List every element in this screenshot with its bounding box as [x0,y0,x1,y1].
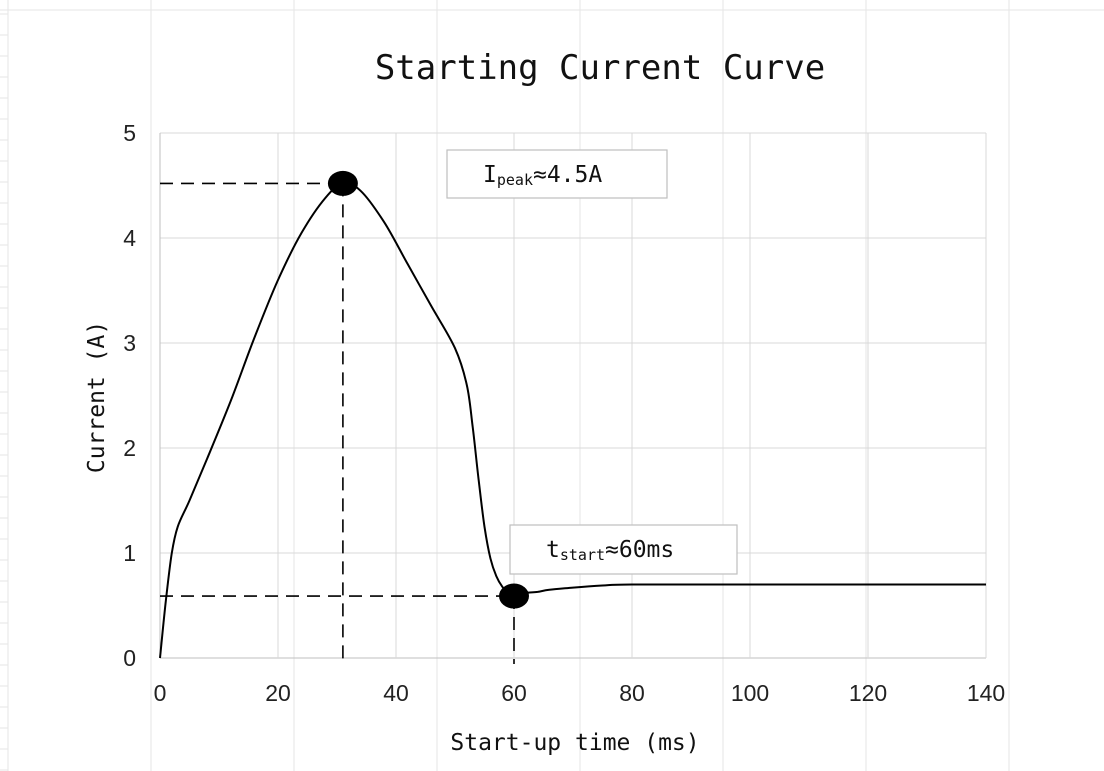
y-tick-label: 2 [123,435,136,461]
y-tick-label: 3 [123,330,136,356]
x-tick-label: 20 [265,680,291,706]
x-axis-title: Start-up time (ms) [450,730,699,756]
markers [327,170,529,609]
x-tick-label: 100 [731,680,769,706]
x-tick-label: 140 [967,680,1005,706]
annotation-box [446,149,668,199]
marker-point [327,170,358,196]
annotation-box [509,524,738,575]
annotations: Ipeak≈4.5A tstart≈60ms [446,149,738,575]
x-tick-label: 40 [383,680,409,706]
reference-lines [160,182,515,664]
y-tick-label: 1 [123,540,136,566]
y-tick-label: 5 [123,120,136,146]
tick-labels: 0 1 2 3 4 5 0 20 40 60 80 100 120 140 [123,120,1005,706]
x-tick-label: 0 [154,680,167,706]
y-tick-label: 4 [123,225,136,251]
grid [159,132,987,659]
x-tick-label: 80 [619,680,645,706]
series-line [159,182,986,659]
chart-title: Starting Current Curve [375,48,825,88]
y-tick-label: 0 [123,645,136,671]
marker-point [499,583,529,609]
x-tick-label: 120 [849,680,887,706]
annotation-label: Ipeak≈4.5A [483,162,602,189]
annotation-label: tstart≈60ms [546,537,674,564]
y-axis-title: Current (A) [84,321,110,473]
x-tick-label: 60 [501,680,527,706]
